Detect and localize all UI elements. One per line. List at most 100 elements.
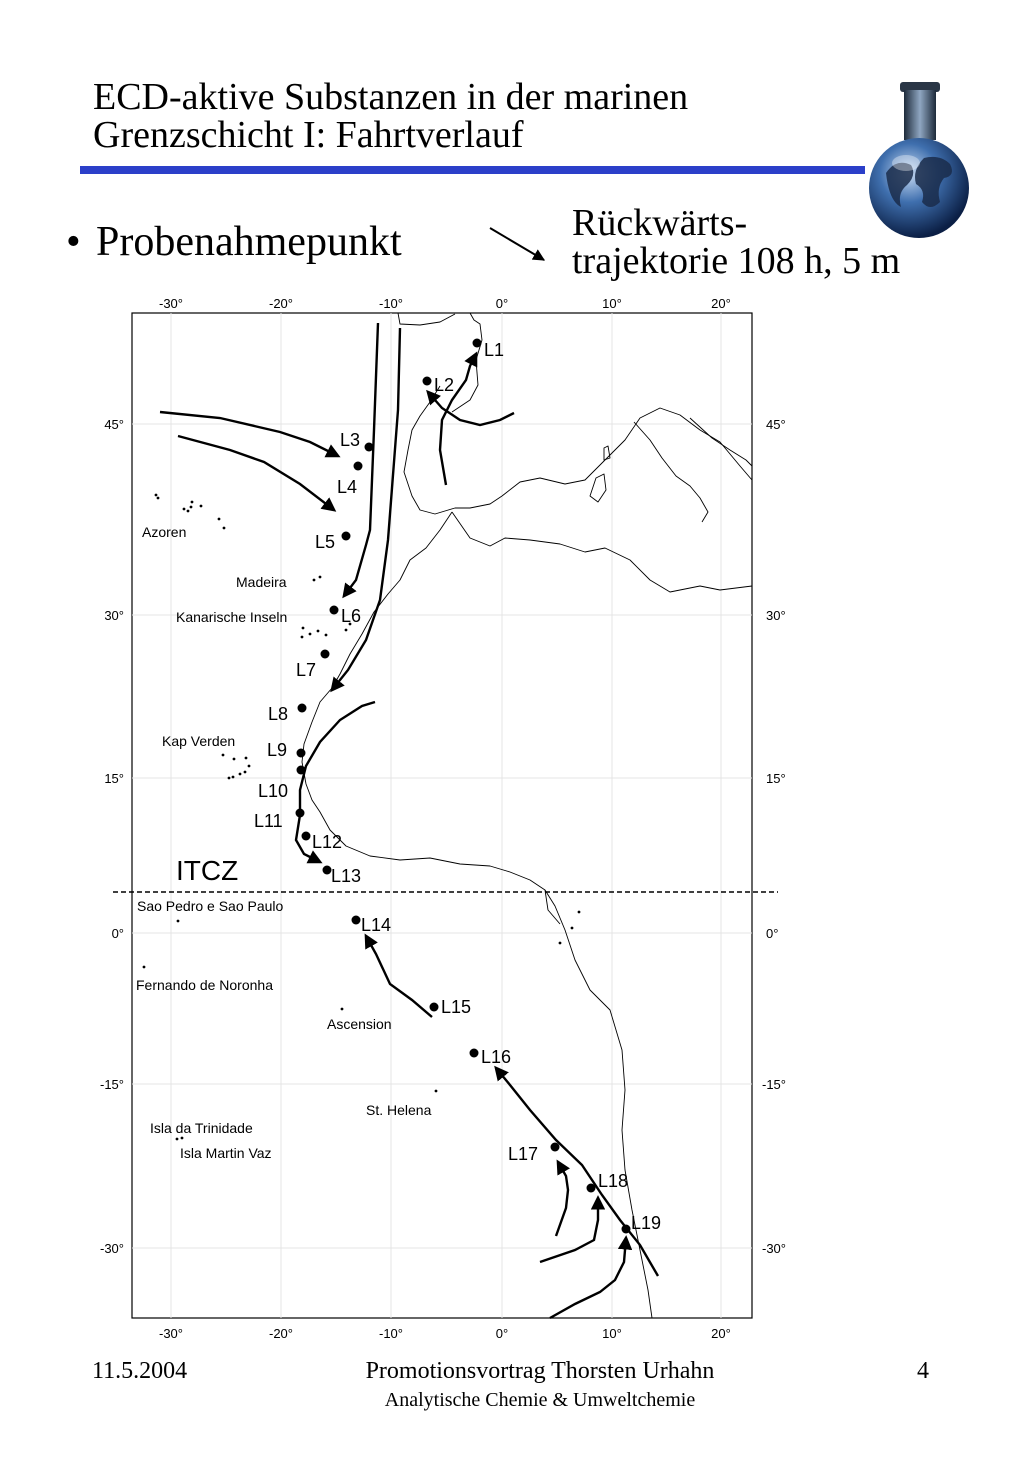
trajectory-arrow [294, 700, 376, 864]
sample-point-marker [472, 338, 482, 348]
y-tick-left: -30° [100, 1241, 124, 1256]
x-tick-top: 0° [496, 296, 508, 311]
sample-point-marker [301, 831, 311, 841]
sample-point-label: L1 [484, 340, 504, 360]
sample-point-marker [296, 765, 306, 775]
sample-point-label: L4 [337, 477, 357, 497]
bullet-icon: • [66, 219, 81, 265]
footer-title: Promotionsvortrag Thorsten Urhahn [365, 1358, 715, 1384]
trajectory-arrow [342, 322, 380, 599]
island-label: Isla Martin Vaz [180, 1145, 272, 1161]
footer-date: 11.5.2004 [92, 1358, 188, 1384]
trajectory-arrow [177, 434, 337, 512]
sample-point-label: L18 [598, 1171, 628, 1191]
globe-flask-icon [869, 82, 969, 238]
sample-point-marker [351, 915, 361, 925]
trajectory-line-1: Rückwärts- [572, 202, 748, 244]
footer-subtitle: Analytische Chemie & Umweltchemie [384, 1389, 696, 1411]
trajectory-arrow [438, 351, 478, 486]
sample-point-marker [297, 703, 307, 713]
y-tick-left: 0° [112, 926, 124, 941]
trajectory-arrow [159, 410, 341, 458]
title-line-1: ECD-aktive Substanzen in der marinen [93, 76, 689, 118]
island-label: Madeira [236, 574, 287, 590]
y-tick-right: 15° [766, 771, 786, 786]
title-underline [80, 166, 865, 174]
x-tick-bottom: -30° [159, 1326, 183, 1341]
sample-point-label: L10 [258, 781, 288, 801]
sample-point-label: L17 [508, 1144, 538, 1164]
sample-point-marker [320, 649, 330, 659]
x-tick-bottom: -10° [379, 1326, 403, 1341]
x-tick-bottom: -20° [269, 1326, 293, 1341]
sample-point-label: L8 [268, 704, 288, 724]
sample-point-marker [295, 808, 305, 818]
y-tick-right: -15° [762, 1077, 786, 1092]
x-tick-top: -20° [269, 296, 293, 311]
trajectory-arrow [549, 1235, 633, 1320]
y-tick-left: 15° [104, 771, 124, 786]
itcz-label: ITCZ [176, 855, 238, 886]
sample-points [295, 338, 631, 1234]
map-frame [131, 312, 753, 1319]
sample-point-label: L14 [361, 915, 391, 935]
trajectory-arrow [330, 327, 402, 693]
sample-point-marker [329, 605, 339, 615]
sample-point-label: L7 [296, 660, 316, 680]
y-tick-right: 45° [766, 417, 786, 432]
y-tick-right: -30° [762, 1241, 786, 1256]
trajectory-arrow [539, 1195, 606, 1264]
trajectory-arrow [426, 389, 515, 427]
legend-sample-point-label: Probenahmepunkt [96, 219, 402, 265]
island-label: Ascension [327, 1016, 392, 1032]
slide-title: ECD-aktive Substanzen in der marinen Gre… [93, 78, 873, 154]
trajectory-line-2: trajektorie 108 h, 5 m [572, 240, 901, 282]
sample-point-label: L16 [481, 1047, 511, 1067]
sample-point-marker [621, 1224, 631, 1234]
sample-point-label: L2 [434, 375, 454, 395]
sample-point-marker [341, 531, 351, 541]
trajectory-arrow [364, 933, 433, 1018]
graticule [132, 313, 752, 1318]
sample-point-label: L12 [312, 832, 342, 852]
island-label: Kanarische Inseln [176, 609, 287, 625]
island-label: Kap Verden [162, 733, 235, 749]
sample-point-label: L13 [331, 866, 361, 886]
y-tick-left: 45° [104, 417, 124, 432]
x-tick-top: -10° [379, 296, 403, 311]
coastline [301, 312, 753, 1319]
sample-point-label: L9 [267, 740, 287, 760]
island-label: Azoren [142, 524, 186, 540]
island-label: Fernando de Noronha [136, 977, 273, 993]
legend-arrow-icon [489, 227, 546, 261]
sample-point-marker [322, 865, 332, 875]
island-label: Sao Pedro e Sao Paulo [137, 898, 284, 914]
island-label: St. Helena [366, 1102, 432, 1118]
sample-point-label: L3 [340, 430, 360, 450]
title-line-2: Grenzschicht I: Fahrtverlauf [93, 114, 524, 156]
y-tick-left: -15° [100, 1077, 124, 1092]
sample-point-label: L11 [254, 811, 283, 831]
legend-trajectory-label: Rückwärts- trajektorie 108 h, 5 m [572, 204, 900, 280]
sample-point-label: L19 [631, 1213, 661, 1233]
trajectory-arrow [554, 1159, 570, 1237]
sample-point-marker [550, 1142, 560, 1152]
sample-point-marker [296, 748, 306, 758]
island-label: Isla da Trinidade [150, 1120, 253, 1136]
sample-point-label: L5 [315, 532, 335, 552]
x-tick-bottom: 10° [602, 1326, 622, 1341]
x-tick-top: 10° [602, 296, 622, 311]
sample-point-label: L6 [341, 606, 361, 626]
back-trajectories [159, 322, 660, 1320]
x-tick-top: -30° [159, 296, 183, 311]
y-tick-left: 30° [104, 608, 124, 623]
x-tick-bottom: 20° [711, 1326, 731, 1341]
x-tick-top: 20° [711, 296, 731, 311]
sample-point-marker [586, 1183, 596, 1193]
sample-point-label: L15 [441, 997, 471, 1017]
x-tick-bottom: 0° [496, 1326, 508, 1341]
cruise-track-map: -30° -20° -10° 0° 10° 20° -30° -20° -10°… [100, 296, 786, 1341]
y-tick-right: 0° [766, 926, 778, 941]
sample-point-marker [422, 376, 432, 386]
island-dots [142, 493, 581, 1141]
